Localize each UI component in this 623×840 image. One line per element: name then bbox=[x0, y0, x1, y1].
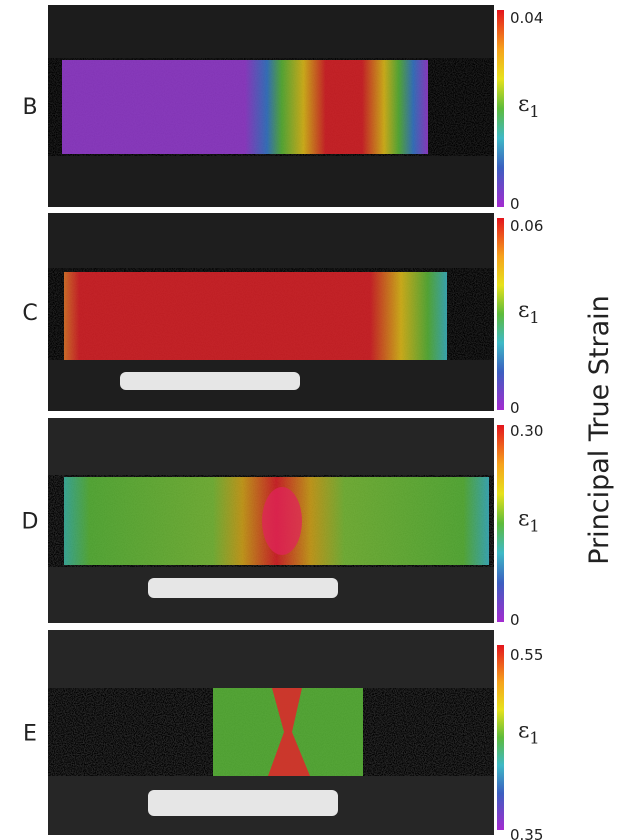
strain-symbol: ε1 bbox=[518, 298, 540, 327]
symbol: ε bbox=[518, 507, 529, 532]
panel-label: E bbox=[23, 722, 37, 747]
subscript: 1 bbox=[529, 308, 539, 327]
panel-label: C bbox=[22, 301, 37, 326]
colorbar-min: 0 bbox=[510, 611, 520, 629]
panel-d-image bbox=[48, 418, 494, 623]
strain-symbol: ε1 bbox=[518, 507, 540, 536]
symbol: ε bbox=[518, 92, 529, 117]
strain-symbol: ε1 bbox=[518, 92, 540, 121]
colorbar-max: 0.06 bbox=[510, 217, 543, 235]
panel-label: D bbox=[22, 510, 39, 535]
colorbar-max: 0.04 bbox=[510, 9, 543, 27]
colorbar bbox=[497, 645, 504, 830]
panel-e-image bbox=[48, 630, 494, 835]
y-axis-title: Principal True Strain bbox=[584, 295, 615, 565]
colorbar bbox=[497, 10, 504, 207]
colorbar-max: 0.55 bbox=[510, 646, 543, 664]
colorbar-min: 0.35 bbox=[510, 826, 543, 840]
panel-label: B bbox=[22, 95, 37, 120]
colorbar-max: 0.30 bbox=[510, 422, 543, 440]
symbol: ε bbox=[518, 298, 529, 323]
colorbar bbox=[497, 425, 504, 622]
colorbar-min: 0 bbox=[510, 195, 520, 213]
subscript: 1 bbox=[529, 729, 539, 748]
panel-c-image bbox=[48, 213, 494, 411]
panel-b-image bbox=[48, 5, 494, 207]
subscript: 1 bbox=[529, 102, 539, 121]
strain-symbol: ε1 bbox=[518, 719, 540, 748]
colorbar bbox=[497, 218, 504, 410]
colorbar-min: 0 bbox=[510, 399, 520, 417]
symbol: ε bbox=[518, 719, 529, 744]
subscript: 1 bbox=[529, 517, 539, 536]
